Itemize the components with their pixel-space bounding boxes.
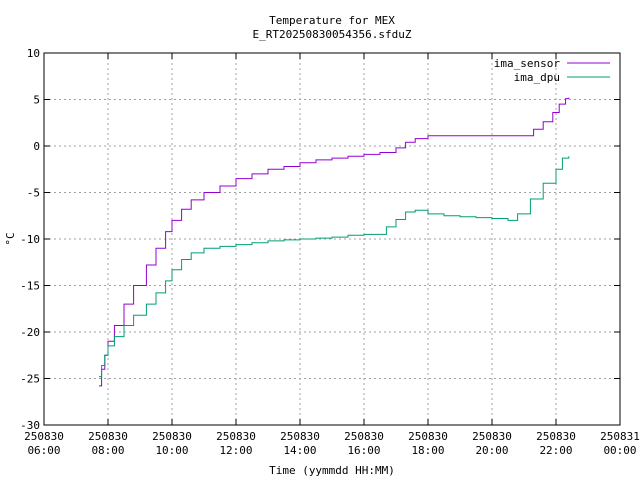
x-tick-label-date: 250830: [472, 430, 512, 443]
y-tick-label: -5: [27, 187, 40, 200]
grid-lines: [44, 53, 620, 425]
y-tick-label: 5: [33, 94, 40, 107]
x-tick-label-date: 250830: [24, 430, 64, 443]
x-tick-label-date: 250830: [408, 430, 448, 443]
y-tick-label: -30: [20, 419, 40, 432]
x-tick-label-date: 250830: [344, 430, 384, 443]
legend: ima_sensor ima_dpu: [494, 57, 610, 84]
y-tick-label: -25: [20, 373, 40, 386]
y-tick-label: -20: [20, 326, 40, 339]
x-tick-label-time: 14:00: [283, 444, 316, 457]
y-tick-label: -10: [20, 233, 40, 246]
x-tick-label-time: 12:00: [219, 444, 252, 457]
series-line-ima-dpu: [99, 156, 570, 378]
legend-label-ima-dpu: ima_dpu: [514, 71, 560, 84]
x-tick-label-time: 20:00: [475, 444, 508, 457]
x-tick-label-time: 08:00: [91, 444, 124, 457]
x-tick-label-date: 250831: [600, 430, 640, 443]
y-tick-label: 10: [27, 47, 40, 60]
series-lines: [99, 97, 570, 387]
x-tick-label-time: 22:00: [539, 444, 572, 457]
x-axis-label: Time (yymmdd HH:MM): [269, 464, 395, 477]
x-tick-label-time: 06:00: [27, 444, 60, 457]
x-tick-label-time: 18:00: [411, 444, 444, 457]
chart-subtitle: E_RT20250830054356.sfduZ: [253, 28, 412, 41]
x-tick-label-time: 16:00: [347, 444, 380, 457]
x-tick-label-date: 250830: [216, 430, 256, 443]
axis-ticks: -30-25-20-15-10-5051025083006:0025083008…: [20, 47, 640, 457]
y-axis-label: °C: [4, 232, 17, 245]
y-tick-label: -15: [20, 280, 40, 293]
series-line-ima-sensor: [99, 97, 570, 387]
x-tick-label-date: 250830: [280, 430, 320, 443]
x-tick-label-date: 250830: [152, 430, 192, 443]
y-tick-label: 0: [33, 140, 40, 153]
x-tick-label-time: 10:00: [155, 444, 188, 457]
chart-title: Temperature for MEX: [269, 14, 395, 27]
x-tick-label-date: 250830: [536, 430, 576, 443]
legend-label-ima-sensor: ima_sensor: [494, 57, 561, 70]
x-tick-label-time: 00:00: [603, 444, 636, 457]
x-tick-label-date: 250830: [88, 430, 128, 443]
